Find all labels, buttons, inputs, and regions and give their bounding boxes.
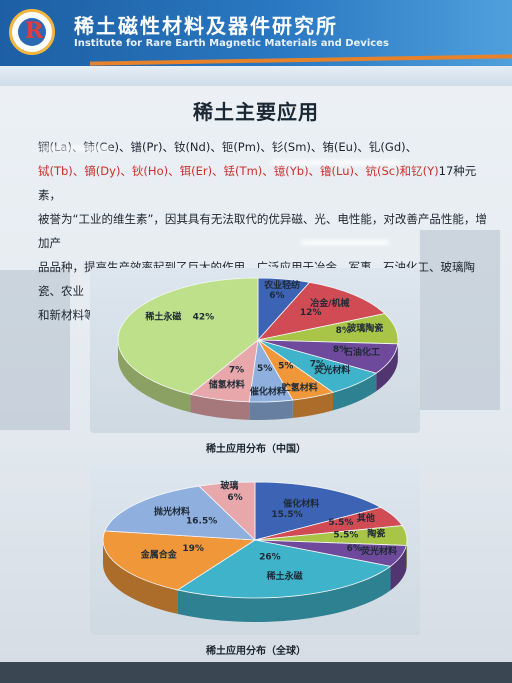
pie-side-3 (376, 343, 398, 392)
paragraph-red-elements: 铽(Tb)、镝(Dy)、钬(Ho)、铒(Er)、铥(Tm)、镱(Yb)、镥(Lu… (38, 164, 439, 178)
pie-label-7: 玻璃 (220, 480, 238, 492)
pie-label-2: 玻璃陶瓷 (347, 322, 383, 334)
light-glare (270, 160, 400, 165)
pie-slice-7 (198, 481, 256, 541)
pie-percent-8: 42% (193, 313, 215, 323)
pie-label-3: 石油化工 (343, 346, 380, 358)
pie-percent-5: 19% (182, 544, 204, 554)
pie-side-3 (390, 545, 407, 591)
pie-label-1: 其他 (357, 512, 375, 524)
pie-label-0: 催化材料 (283, 498, 319, 510)
pie-label-5: 贮氢材料 (281, 382, 318, 394)
pie-percent-6: 5% (257, 364, 272, 374)
paragraph-line-2-tail: 17种元素， (38, 164, 477, 202)
pie-label-3: 荧光材料 (361, 545, 397, 557)
header-stripe (0, 66, 512, 86)
pie-percent-5: 5% (278, 361, 293, 371)
pie-percent-3: 8% (333, 345, 348, 355)
institute-name-cn: 稀土磁性材料及器件研究所 (74, 14, 338, 38)
pie-percent-1: 5.5% (328, 518, 353, 528)
light-glare (300, 240, 390, 245)
institute-logo: R (9, 9, 55, 55)
pie-label-6: 抛光材料 (154, 506, 190, 518)
light-glare (40, 146, 110, 151)
poster-title: 稀土主要应用 (193, 100, 319, 124)
pie-percent-1: 12% (300, 308, 322, 318)
pie-side-7 (190, 394, 250, 420)
pie-percent-7: 6% (227, 493, 242, 503)
pie-label-1: 冶金/机械 (310, 297, 349, 309)
pie-side-5 (103, 540, 178, 614)
pie-label-4: 荧光材料 (314, 364, 350, 376)
paragraph-line-2: 铽(Tb)、镝(Dy)、钬(Ho)、铒(Er)、铥(Tm)、镱(Yb)、镥(Lu… (38, 159, 488, 207)
pie-label-2: 陶瓷 (367, 527, 385, 539)
chart-caption-china: 稀土应用分布（中国） (206, 444, 306, 455)
pie-side-6 (249, 400, 293, 420)
chart-caption-global: 稀土应用分布（全球） (206, 646, 306, 657)
pie-label-4: 稀土永磁 (267, 570, 303, 582)
pie-percent-4: 7% (310, 359, 325, 369)
logo-letter: R (25, 18, 44, 44)
institute-name-en: Institute for Rare Earth Magnetic Materi… (74, 38, 389, 49)
pie-side-4 (333, 373, 377, 411)
pie-percent-7: 7% (229, 366, 244, 376)
paragraph-line-3: 被誉为“工业的维生素”，因其具有无法取代的优异磁、光、电性能，对改善产品性能，增… (38, 212, 487, 250)
pie-slice-6 (104, 485, 257, 541)
pie-percent-6: 16.5% (186, 517, 217, 527)
logo-circle (18, 18, 46, 46)
pie-label-5: 金属合金 (140, 548, 178, 560)
pie-slice-8 (117, 277, 259, 395)
pie-percent-0: 15.5% (271, 510, 302, 520)
pie-percent-3: 6% (347, 544, 362, 554)
poster: R 稀土磁性材料及器件研究所 Institute for Rare Earth … (0, 0, 512, 662)
pie-label-6: 催化材料 (250, 385, 286, 397)
pie-percent-4: 26% (259, 552, 281, 562)
pie-side-2 (406, 540, 408, 570)
pie-side-8 (118, 340, 191, 413)
pie-slice-1 (256, 281, 386, 341)
pie-percent-2: 5.5% (333, 530, 358, 540)
pie-slice-4 (176, 539, 392, 599)
pie-label-0: 农业轻纺 (263, 279, 300, 291)
pie-percent-0: 6% (269, 291, 284, 301)
window-reflection (0, 270, 70, 430)
pie-slice-5 (102, 530, 257, 591)
pie-label-8: 稀土永磁 (145, 311, 181, 323)
pie-label-7: 储氢材料 (209, 379, 245, 391)
pie-side-4 (177, 566, 391, 622)
window-reflection (420, 230, 500, 410)
pie-slice-0 (254, 481, 382, 541)
paragraph-line-1: 镧(La)、铈(Ce)、镨(Pr)、钕(Nd)、钷(Pm)、钐(Sm)、铕(Eu… (38, 140, 418, 154)
pie-percent-2: 8% (336, 326, 351, 336)
intro-paragraph: 镧(La)、铈(Ce)、镨(Pr)、钕(Nd)、钷(Pm)、钐(Sm)、铕(Eu… (38, 135, 488, 327)
